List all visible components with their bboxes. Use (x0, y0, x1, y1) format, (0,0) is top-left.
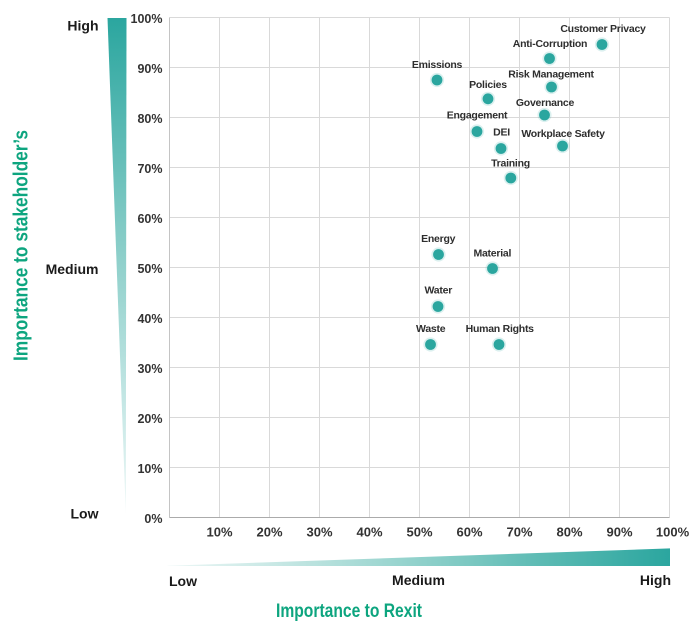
svg-text:40%: 40% (137, 312, 162, 326)
svg-text:Emissions: Emissions (412, 59, 463, 71)
svg-text:80%: 80% (556, 524, 582, 539)
svg-text:50%: 50% (406, 524, 432, 539)
svg-text:Anti-Corruption: Anti-Corruption (513, 38, 587, 50)
svg-text:40%: 40% (356, 524, 382, 539)
svg-text:Risk Management: Risk Management (508, 69, 594, 81)
svg-text:100%: 100% (131, 12, 163, 26)
svg-text:DEI: DEI (493, 126, 510, 138)
svg-text:Training: Training (491, 158, 530, 170)
svg-text:10%: 10% (137, 462, 162, 476)
svg-text:80%: 80% (137, 112, 162, 126)
svg-text:Engagement: Engagement (447, 110, 508, 122)
svg-text:0%: 0% (144, 512, 162, 526)
svg-text:10%: 10% (206, 524, 232, 539)
svg-text:Human Rights: Human Rights (466, 323, 535, 335)
svg-text:Workplace Safety: Workplace Safety (521, 128, 605, 140)
svg-text:Water: Water (425, 285, 453, 297)
svg-text:High: High (67, 18, 98, 34)
svg-text:Low: Low (169, 573, 197, 589)
svg-text:20%: 20% (256, 524, 282, 539)
svg-text:20%: 20% (137, 412, 162, 426)
svg-text:Energy: Energy (421, 233, 456, 245)
svg-text:Customer Privacy: Customer Privacy (560, 23, 646, 35)
svg-text:30%: 30% (306, 524, 332, 539)
svg-text:70%: 70% (137, 162, 162, 176)
svg-text:90%: 90% (606, 524, 632, 539)
svg-text:Importance to Rexit: Importance to Rexit (276, 601, 423, 622)
svg-text:Policies: Policies (469, 79, 507, 91)
svg-text:90%: 90% (137, 62, 162, 76)
svg-text:30%: 30% (137, 362, 162, 376)
svg-text:50%: 50% (137, 262, 162, 276)
svg-text:Importance to stakeholder’s: Importance to stakeholder’s (11, 130, 33, 361)
svg-text:Medium: Medium (392, 572, 445, 588)
svg-text:Governance: Governance (516, 97, 575, 109)
svg-text:Material: Material (473, 248, 511, 260)
svg-text:100%: 100% (656, 524, 690, 539)
svg-text:60%: 60% (456, 524, 482, 539)
svg-text:Low: Low (71, 505, 99, 521)
svg-text:Medium: Medium (46, 261, 99, 277)
svg-text:60%: 60% (137, 212, 162, 226)
svg-text:High: High (640, 572, 671, 588)
svg-text:Waste: Waste (416, 323, 446, 335)
svg-text:70%: 70% (506, 524, 532, 539)
